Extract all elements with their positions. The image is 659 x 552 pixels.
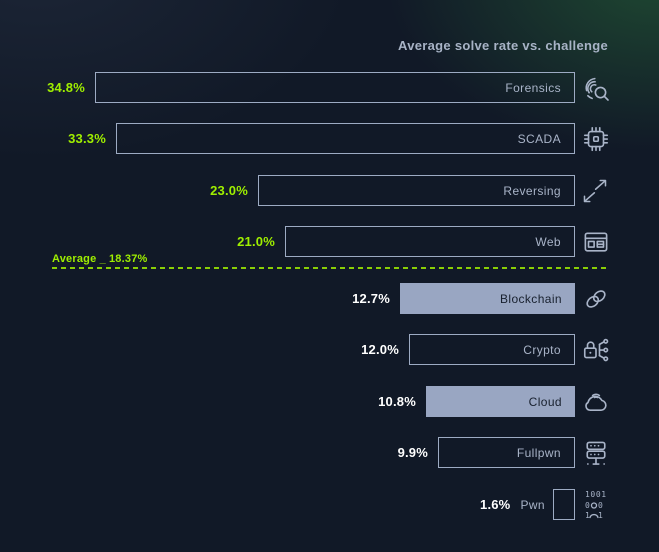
average-dashed-line [52, 267, 610, 269]
fingerprint-search-icon [585, 77, 609, 101]
average-value: 18.37% [108, 253, 148, 265]
bar-row-crypto: 12.0% Crypto [0, 334, 659, 365]
bar-row-cloud: 10.8% Cloud [0, 386, 659, 417]
lock-network-icon [583, 338, 609, 361]
bar-category-label: SCADA [517, 131, 561, 146]
category-icon-slot [575, 284, 659, 314]
category-icon-slot [575, 124, 659, 154]
category-bar-crypto[interactable]: Crypto [409, 334, 575, 365]
category-icon-slot: 1001 0 0 1 1 [575, 488, 659, 522]
bar-value-label: 12.0% [361, 342, 399, 357]
bar-category-label: Cloud [528, 394, 562, 409]
svg-text:0: 0 [598, 501, 603, 510]
category-icon-slot [575, 73, 659, 103]
category-icon-slot [575, 227, 659, 257]
diagonal-arrows-icon [583, 179, 607, 202]
bar-row-blockchain: 12.7% Blockchain [0, 283, 659, 314]
server-rack-icon [586, 441, 606, 465]
bar-category-label: Forensics [505, 80, 561, 95]
average-label-prefix: Average _ [52, 253, 106, 265]
bar-value-label: 1.6% [480, 497, 511, 512]
bar-value-label: 33.3% [68, 131, 106, 146]
category-icon-slot [575, 438, 659, 468]
svg-text:1001: 1001 [585, 490, 607, 499]
bar-category-label: Web [535, 234, 561, 249]
bar-row-reversing: 23.0% Reversing [0, 175, 659, 206]
category-bar-forensics[interactable]: Forensics [95, 72, 575, 103]
bar-row-forensics: 34.8% Forensics [0, 72, 659, 103]
bar-value-label: 21.0% [237, 234, 275, 249]
bar-value-label: 9.9% [397, 445, 428, 460]
category-icon-slot [575, 387, 659, 417]
bar-row-scada: 33.3% SCADA [0, 123, 659, 154]
category-bar-cloud[interactable]: Cloud [426, 386, 575, 417]
category-bar-fullpwn[interactable]: Fullpwn [438, 437, 575, 468]
category-bar-reversing[interactable]: Reversing [258, 175, 575, 206]
bar-row-web: 21.0% Web [0, 226, 659, 257]
bar-row-pwn: 1.6% Pwn 1001 0 0 1 1 [0, 489, 659, 520]
bar-category-label: Blockchain [499, 291, 562, 306]
bar-value-label: 34.8% [47, 80, 85, 95]
category-icon-slot [575, 335, 659, 365]
bar-category-label: Crypto [523, 342, 561, 357]
chain-links-icon [586, 289, 606, 308]
chart-title: Average solve rate vs. challenge [397, 38, 608, 53]
bar-value-label: 10.8% [378, 394, 416, 409]
svg-text:0: 0 [585, 501, 590, 510]
category-bar-pwn[interactable] [553, 489, 575, 520]
bar-category-label: Fullpwn [516, 445, 561, 460]
bar-value-label: 23.0% [210, 183, 248, 198]
browser-window-icon [584, 231, 608, 252]
category-bar-blockchain[interactable]: Blockchain [400, 283, 575, 314]
category-bar-web[interactable]: Web [285, 226, 575, 257]
svg-text:1: 1 [585, 511, 590, 520]
average-label: Average _ 18.37% [52, 253, 148, 265]
bar-category-label-outside: Pwn [520, 497, 545, 512]
cloud-signal-icon [585, 392, 607, 411]
category-icon-slot [575, 177, 659, 205]
bar-value-label: 12.7% [352, 291, 390, 306]
binary-person-icon: 1001 0 0 1 1 [585, 490, 607, 520]
category-bar-scada[interactable]: SCADA [116, 123, 575, 154]
bar-category-label: Reversing [503, 183, 561, 198]
bar-row-fullpwn: 9.9% Fullpwn [0, 437, 659, 468]
microchip-icon [583, 126, 609, 151]
svg-text:1: 1 [598, 511, 603, 520]
